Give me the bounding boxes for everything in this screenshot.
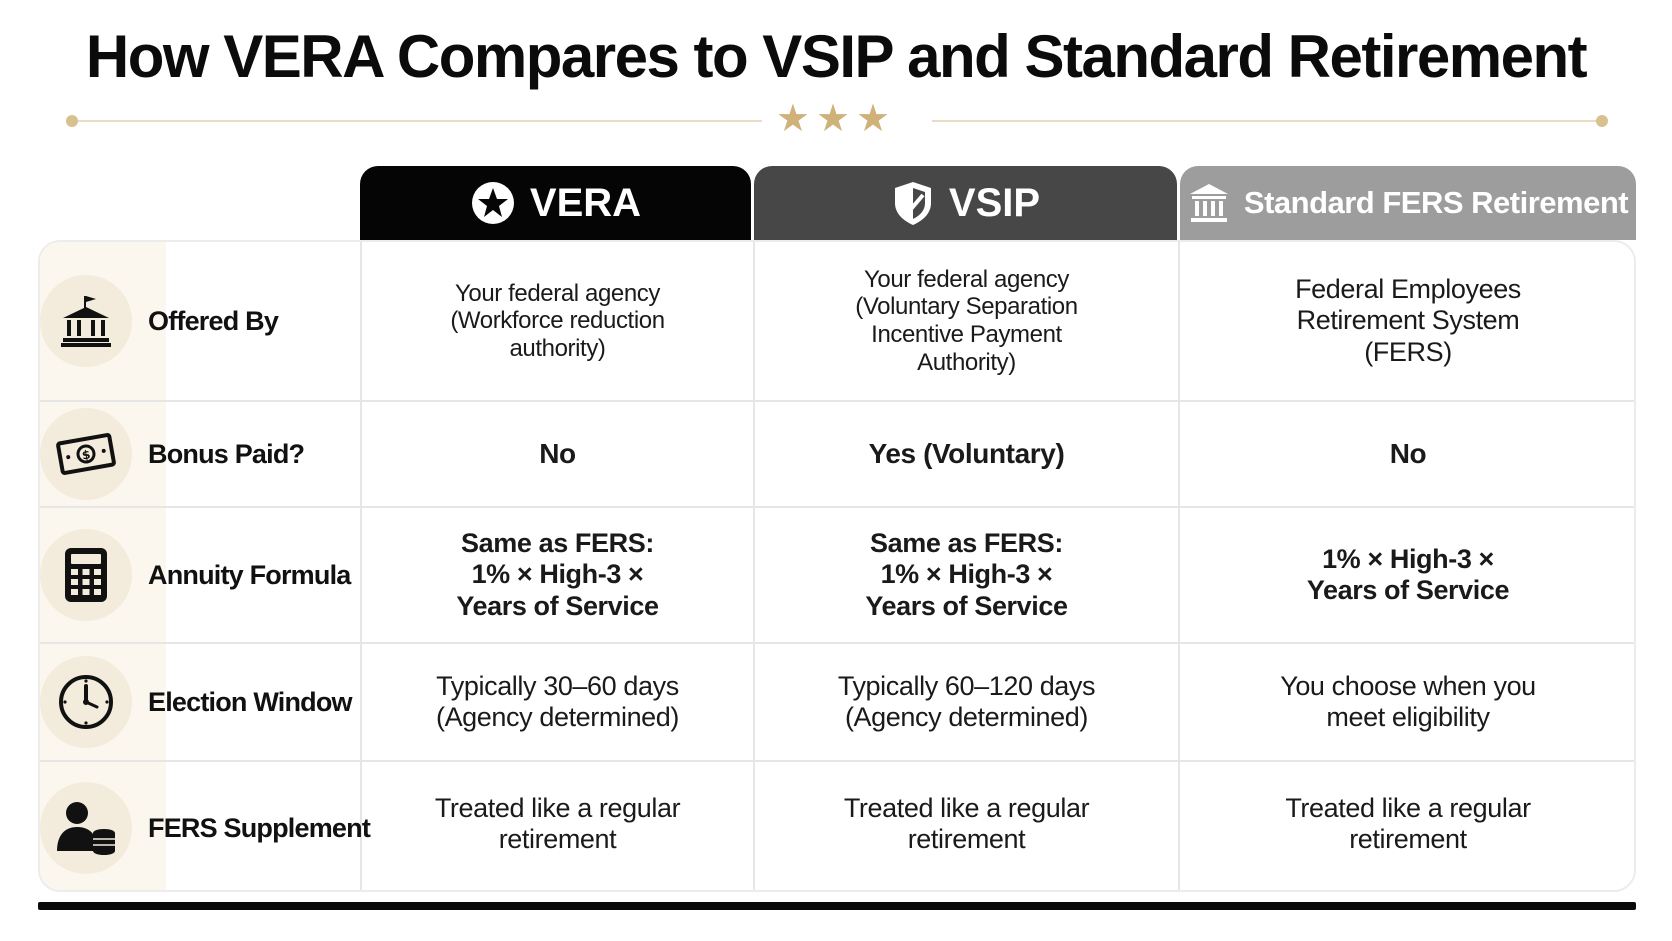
row-label-text: FERS Supplement [148,812,371,843]
cell-election-vsip: Typically 60–120 days (Agency determined) [837,670,1096,732]
row-label-annuity-formula: Annuity Formula [40,508,360,642]
cell-election-vera: Typically 30–60 days (Agency determined) [435,670,680,732]
row-label-text: Election Window [148,686,353,717]
column-header-label: VERA [529,180,642,225]
row-label-text: Bonus Paid? [148,438,305,469]
comparison-table: Offered By Your federal agency (Workforce… [38,240,1636,892]
person-coins-icon [40,782,132,874]
row-label-fers-supplement: FERS Supplement [40,762,371,890]
row-label-text: Annuity Formula [148,559,351,590]
column-header-label: Standard FERS Retirement [1243,185,1629,220]
cell-bonus-vsip: Yes (Voluntary) [868,437,1065,469]
cell-annuity-standard: 1% × High-3 × Years of Service [1306,543,1510,605]
cell-supplement-vsip: Treated like a regular retirement [843,792,1090,854]
cell-supplement-standard: Treated like a regular retirement [1285,792,1531,854]
shield-icon [894,182,931,225]
cell-offered-by-vera: Your federal agency (Workforce reduction a… [450,279,665,362]
svg-text:$: $ [81,447,92,462]
government-building-icon [40,275,132,367]
row-label-election-window: Election Window [40,644,360,760]
calculator-icon [40,529,132,621]
cell-annuity-vsip: Same as FERS: 1% × High-3 × Years of Servi… [865,528,1068,621]
stars-decoration: ★★★ [775,96,897,140]
cell-election-standard: You choose when you meet eligibility [1280,670,1536,732]
column-header-vera: VERA [360,166,751,240]
cell-offered-by-standard: Federal Employees Retirement System (FERS) [1295,274,1521,367]
column-header-label: VSIP [948,180,1041,225]
cash-icon: $ [40,408,132,500]
bottom-bar [38,902,1636,910]
page-title: How VERA Compares to VSIP and Standard R… [85,23,1588,90]
row-label-bonus-paid: $ Bonus Paid? [40,402,360,506]
column-header-vsip: VSIP [754,166,1177,240]
title-divider [66,115,1608,127]
row-label-offered-by: Offered By [40,242,360,400]
row-label-text: Offered By [148,305,279,336]
clock-icon [40,656,132,748]
cell-bonus-standard: No [1389,437,1427,469]
cell-bonus-vera: No [539,437,576,469]
cell-annuity-vera: Same as FERS: 1% × High-3 × Years of Servi… [456,528,659,621]
column-header-standard: Standard FERS Retirement [1180,166,1636,240]
cell-supplement-vera: Treated like a regular retirement [434,792,681,854]
bank-icon [1189,184,1228,222]
cell-offered-by-vsip: Your federal agency (Voluntary Separation… [855,265,1078,376]
star-circle-icon [471,182,514,224]
